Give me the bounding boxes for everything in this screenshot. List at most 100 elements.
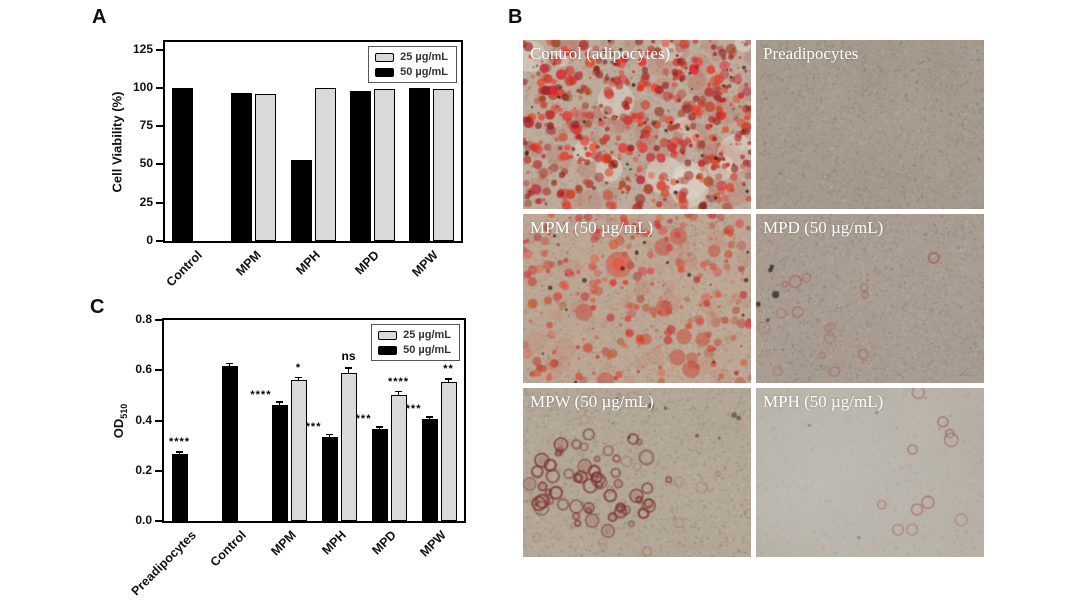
y-tick-label: 0.6 (135, 362, 152, 377)
error-bar-cap (395, 390, 402, 393)
micrograph-label: MPW (50 µg/mL) (530, 392, 654, 411)
y-tick-label: 25 (139, 194, 153, 209)
micrograph-label: MPD (50 µg/mL) (763, 218, 884, 237)
chart-cell-viability: Cell Viability (%) 0 25 50 75 100 125 Control MP… (110, 40, 463, 289)
bar-25gmL-mph (340, 372, 357, 521)
bar-25gmL-mpw (432, 89, 454, 241)
micrograph-image (523, 388, 751, 557)
bar-25gmL-mpm (290, 380, 307, 521)
y-tick-label: 0.4 (135, 412, 152, 427)
y-tick-mark (156, 48, 163, 51)
bar-50gmL-mpw (421, 419, 438, 521)
legend-entry-label: 25 µg/mL (403, 329, 451, 341)
micrograph-mpd-50-g-ml: MPD (50 µg/mL) (756, 214, 984, 383)
bar-50gmL-mph (290, 159, 312, 241)
chart-legend: 25 µg/mL 50 µg/mL (371, 324, 460, 361)
y-tick-mark (155, 369, 162, 372)
micrograph-image (756, 40, 984, 209)
bar-50gmL-mpd (349, 91, 371, 241)
significance-annotation: **** (168, 436, 191, 449)
micrograph-preadipocytes: Preadipocytes (756, 40, 984, 209)
y-tick-mark (156, 201, 163, 204)
bar-25gmL-mpd (373, 89, 395, 241)
error-bar (297, 377, 300, 381)
micrograph-label: MPM (50 µg/mL) (530, 218, 654, 237)
y-axis-label-text: Cell Viability (%) (109, 91, 125, 192)
y-tick-label: 0.2 (135, 462, 152, 477)
panel-a-label: A (92, 6, 107, 28)
bar-50gmL-mpm (231, 92, 253, 241)
micrograph-mpm-50-g-ml: MPM (50 µg/mL) (523, 214, 751, 383)
error-bar (328, 434, 331, 437)
micrograph-label: Control (adipocytes) (530, 44, 671, 63)
bar-25gmL-mpd (390, 395, 407, 521)
micrograph-image (756, 214, 984, 383)
legend-entry: 25 µg/mL (375, 51, 448, 63)
y-tick-mark (155, 319, 162, 321)
y-tick-label: 0 (146, 233, 153, 247)
error-bar-cap (226, 362, 233, 365)
legend-swatch (375, 67, 395, 77)
error-bar-cap (426, 416, 433, 418)
significance-annotation: ** (443, 363, 454, 376)
bar-25gmL-mph (314, 87, 336, 241)
legend-entry-label: 25 µg/mL (400, 51, 448, 63)
error-bar (428, 417, 431, 420)
panel-b-label: B (508, 6, 523, 28)
chart-legend: 25 µg/mL 50 µg/mL (368, 46, 457, 83)
panel-c-label: C (90, 296, 105, 318)
error-bar (347, 368, 350, 373)
error-bar-cap (276, 401, 283, 403)
error-bar-cap (376, 426, 383, 428)
bar-50gmL-control (172, 87, 194, 241)
error-bar (397, 391, 400, 396)
significance-annotation: * (295, 361, 302, 374)
micrograph-image (756, 388, 984, 557)
significance-annotation: **** (387, 375, 410, 388)
bar-50gmL-control (221, 366, 238, 521)
y-tick-mark (156, 163, 163, 166)
bar-50gmL-mpd (371, 429, 388, 521)
micrograph-image (523, 214, 751, 383)
legend-swatch (375, 52, 395, 62)
error-bar-cap (176, 451, 183, 453)
y-tick-mark (155, 520, 162, 522)
error-bar (178, 452, 181, 455)
legend-entry: 25 µg/mL (378, 329, 451, 341)
bar-50gmL-mpw (408, 87, 430, 241)
y-tick-label: 125 (132, 41, 153, 56)
legend-swatch (378, 345, 398, 355)
micrograph-mph-50-g-ml: MPH (50 µg/mL) (756, 388, 984, 557)
error-bar (228, 363, 231, 367)
legend-entry: 50 µg/mL (378, 344, 451, 356)
y-tick-label: 100 (132, 79, 153, 94)
y-tick-label: 75 (139, 118, 153, 133)
micrograph-image (523, 40, 751, 209)
y-tick-mark (156, 125, 163, 128)
error-bar-cap (326, 433, 333, 436)
error-bar (278, 402, 281, 406)
legend-entry-label: 50 µg/mL (400, 66, 448, 78)
micrograph-label: MPH (50 µg/mL) (763, 392, 884, 411)
micrograph-control-adipocytes: Control (adipocytes) (523, 40, 751, 209)
bar-50gmL-mph (321, 436, 338, 521)
micrograph-mpw-50-g-ml: MPW (50 µg/mL) (523, 388, 751, 557)
bar-50gmL-mpm (271, 405, 288, 521)
y-axis-label: Cell Viability (%) (110, 91, 125, 192)
y-tick-label: 50 (139, 156, 153, 171)
legend-entry: 50 µg/mL (375, 66, 448, 78)
chart-od510: OD510 0.0 0.2 0.4 0.6 0.8 **** **** **** **** ****… (111, 312, 466, 598)
error-bar (447, 379, 450, 382)
significance-annotation: ns (341, 349, 356, 364)
micrograph-grid: Control (adipocytes) Preadipocytes MPM (50… (523, 40, 984, 557)
legend-swatch (378, 330, 398, 340)
error-bar-cap (445, 378, 452, 380)
y-tick-mark (155, 419, 162, 422)
y-tick-label: 0.0 (135, 513, 152, 527)
error-bar-cap (295, 376, 302, 379)
error-bar-cap (345, 367, 352, 369)
bar-50gmL-preadipocytes (171, 454, 188, 521)
micrograph-label: Preadipocytes (763, 44, 859, 63)
bar-25gmL-mpw (440, 381, 457, 521)
y-tick-mark (155, 469, 162, 472)
